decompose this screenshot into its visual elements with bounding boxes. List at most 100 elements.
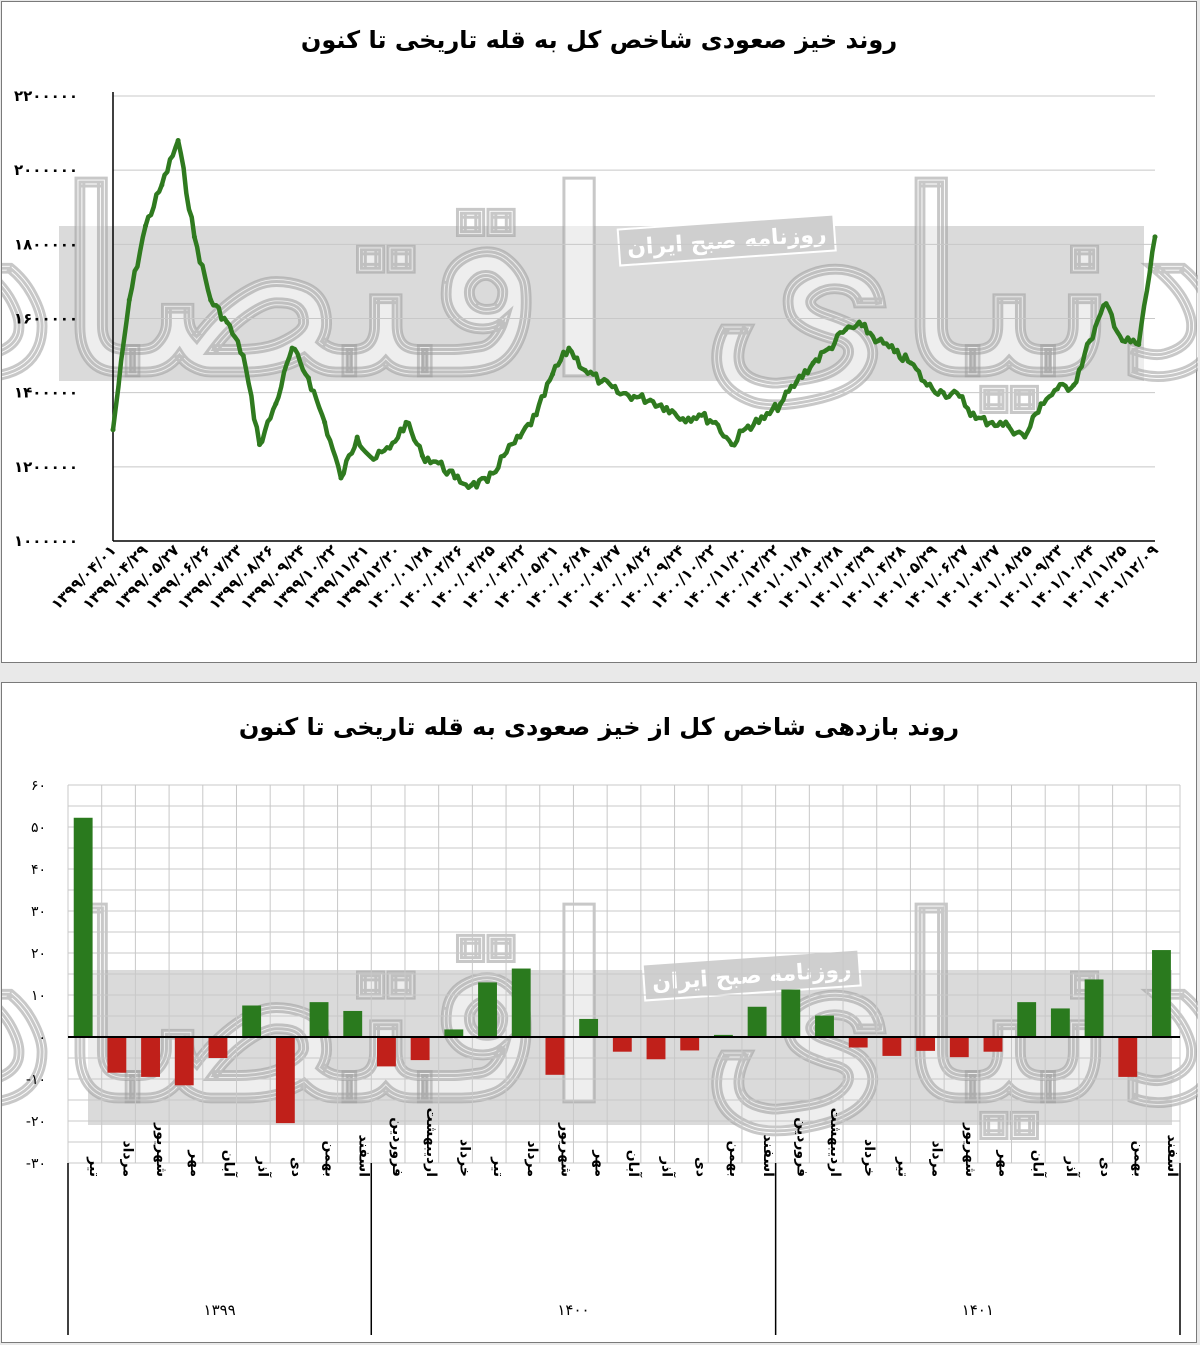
- month-label: آبان: [221, 1150, 239, 1178]
- index-data-point: [598, 379, 604, 385]
- return-bar: [646, 1037, 666, 1060]
- month-label: خرداد: [861, 1139, 877, 1177]
- return-bar: [141, 1037, 160, 1077]
- return-bar: [1017, 1002, 1037, 1037]
- y-tick-label: -۱۰: [26, 1072, 46, 1088]
- return-bar: [478, 982, 497, 1037]
- y-tick-label: ۲۰: [31, 946, 46, 962]
- return-bar: [713, 1034, 733, 1037]
- index-data-point: [338, 475, 344, 481]
- month-label: آبان: [1029, 1150, 1047, 1178]
- return-bar: [747, 1006, 767, 1037]
- index-data-point: [322, 419, 328, 425]
- bar-chart-title: روند بازدهی شاخص کل از خیز صعودی به قله …: [238, 713, 960, 741]
- index-data-point: [305, 375, 311, 381]
- y-tick-label: ۱۸۰۰۰۰۰: [14, 235, 78, 253]
- return-bar: [545, 1037, 565, 1075]
- month-label: مرداد: [928, 1140, 944, 1177]
- return-bar: [680, 1037, 700, 1051]
- index-data-point: [126, 297, 132, 303]
- y-tick-label: ۱۰: [31, 988, 46, 1004]
- month-label: شهریور: [558, 1122, 574, 1177]
- y-tick-label: ۱۲۰۰۰۰۰: [14, 458, 78, 476]
- index-data-point: [289, 345, 295, 351]
- line-chart-title: روند خیز صعودی شاخص کل به قله تاریخی تا …: [300, 26, 898, 54]
- index-data-point: [761, 416, 767, 422]
- month-label: دی: [692, 1157, 708, 1177]
- month-label: بهمن: [726, 1141, 742, 1177]
- index-data-point: [517, 434, 523, 440]
- index-data-point: [647, 397, 653, 403]
- watermark-sub-box: [616, 213, 837, 267]
- index-data-point: [729, 442, 735, 448]
- index-data-point: [680, 416, 686, 422]
- index-data-point: [957, 393, 963, 399]
- return-bar: [410, 1037, 430, 1061]
- index-data-point: [859, 323, 865, 329]
- watermark-sub-box: [641, 948, 862, 1002]
- month-label: فروردین: [793, 1117, 809, 1177]
- month-label: مرداد: [120, 1140, 136, 1177]
- month-label: اردیبهشت: [827, 1108, 843, 1177]
- year-label: ۱۴۰۱: [962, 1301, 994, 1319]
- month-label: آذر: [254, 1156, 272, 1178]
- month-label: مرداد: [524, 1140, 540, 1177]
- return-bar: [309, 1002, 329, 1037]
- month-label: شهریور: [962, 1122, 978, 1177]
- y-tick-label: ۵۰: [31, 820, 46, 836]
- index-data-point: [924, 382, 930, 388]
- month-label: تیر: [895, 1156, 911, 1177]
- index-data-point: [175, 138, 181, 143]
- return-bar: [983, 1037, 1003, 1052]
- month-label: اسفند: [1164, 1135, 1180, 1177]
- year-label: ۱۳۹۹: [204, 1301, 236, 1319]
- index-data-point: [940, 390, 946, 396]
- month-label: آذر: [659, 1156, 677, 1178]
- index-data-point: [615, 390, 621, 396]
- index-data-point: [1022, 434, 1028, 440]
- return-bar: [377, 1037, 396, 1067]
- month-label: مهر: [187, 1149, 203, 1177]
- index-data-point: [436, 460, 442, 466]
- y-tick-label: ۴۰: [31, 862, 46, 878]
- index-data-point: [533, 412, 539, 418]
- index-data-point: [452, 475, 458, 481]
- index-data-point: [1152, 234, 1158, 240]
- index-data-point: [550, 371, 556, 377]
- month-label: بهمن: [322, 1141, 338, 1177]
- y-tick-label: ۶۰: [31, 778, 46, 794]
- y-tick-label: -۳۰: [26, 1156, 46, 1172]
- return-bar: [848, 1037, 868, 1048]
- index-data-point: [224, 319, 230, 325]
- month-label: آبان: [625, 1150, 643, 1178]
- index-data-point: [1087, 338, 1093, 344]
- watermark-logo: دنیای اقتصاد: [2, 863, 1198, 1157]
- return-bar: [1084, 979, 1104, 1037]
- index-data-point: [143, 223, 149, 229]
- index-data-point: [354, 434, 360, 440]
- return-bar: [781, 989, 801, 1037]
- index-data-point: [989, 419, 995, 425]
- index-data-point: [1103, 301, 1109, 307]
- index-data-point: [387, 445, 393, 451]
- index-data-point: [875, 338, 881, 344]
- index-data-point: [745, 423, 751, 429]
- index-data-point: [371, 456, 376, 462]
- return-bar: [1118, 1037, 1138, 1077]
- return-bar: [949, 1037, 969, 1058]
- y-tick-label: ۲۲۰۰۰۰۰: [14, 87, 78, 105]
- month-label: شهریور: [153, 1122, 169, 1177]
- returns-bar-chart-panel: روند بازدهی شاخص کل از خیز صعودی به قله …: [1, 682, 1198, 1343]
- index-data-point: [501, 453, 507, 459]
- y-tick-label: ۱۰۰۰۰۰۰: [14, 532, 78, 550]
- month-label: تیر: [86, 1156, 102, 1177]
- return-bar: [815, 1015, 834, 1037]
- index-data-point: [110, 427, 116, 433]
- watermark-logo: دنیای اقتصاد: [2, 137, 1198, 431]
- index-data-point: [582, 367, 588, 373]
- index-data-point: [1038, 401, 1044, 407]
- index-data-point: [908, 360, 914, 366]
- return-bar: [444, 1029, 464, 1037]
- return-bar: [882, 1037, 902, 1056]
